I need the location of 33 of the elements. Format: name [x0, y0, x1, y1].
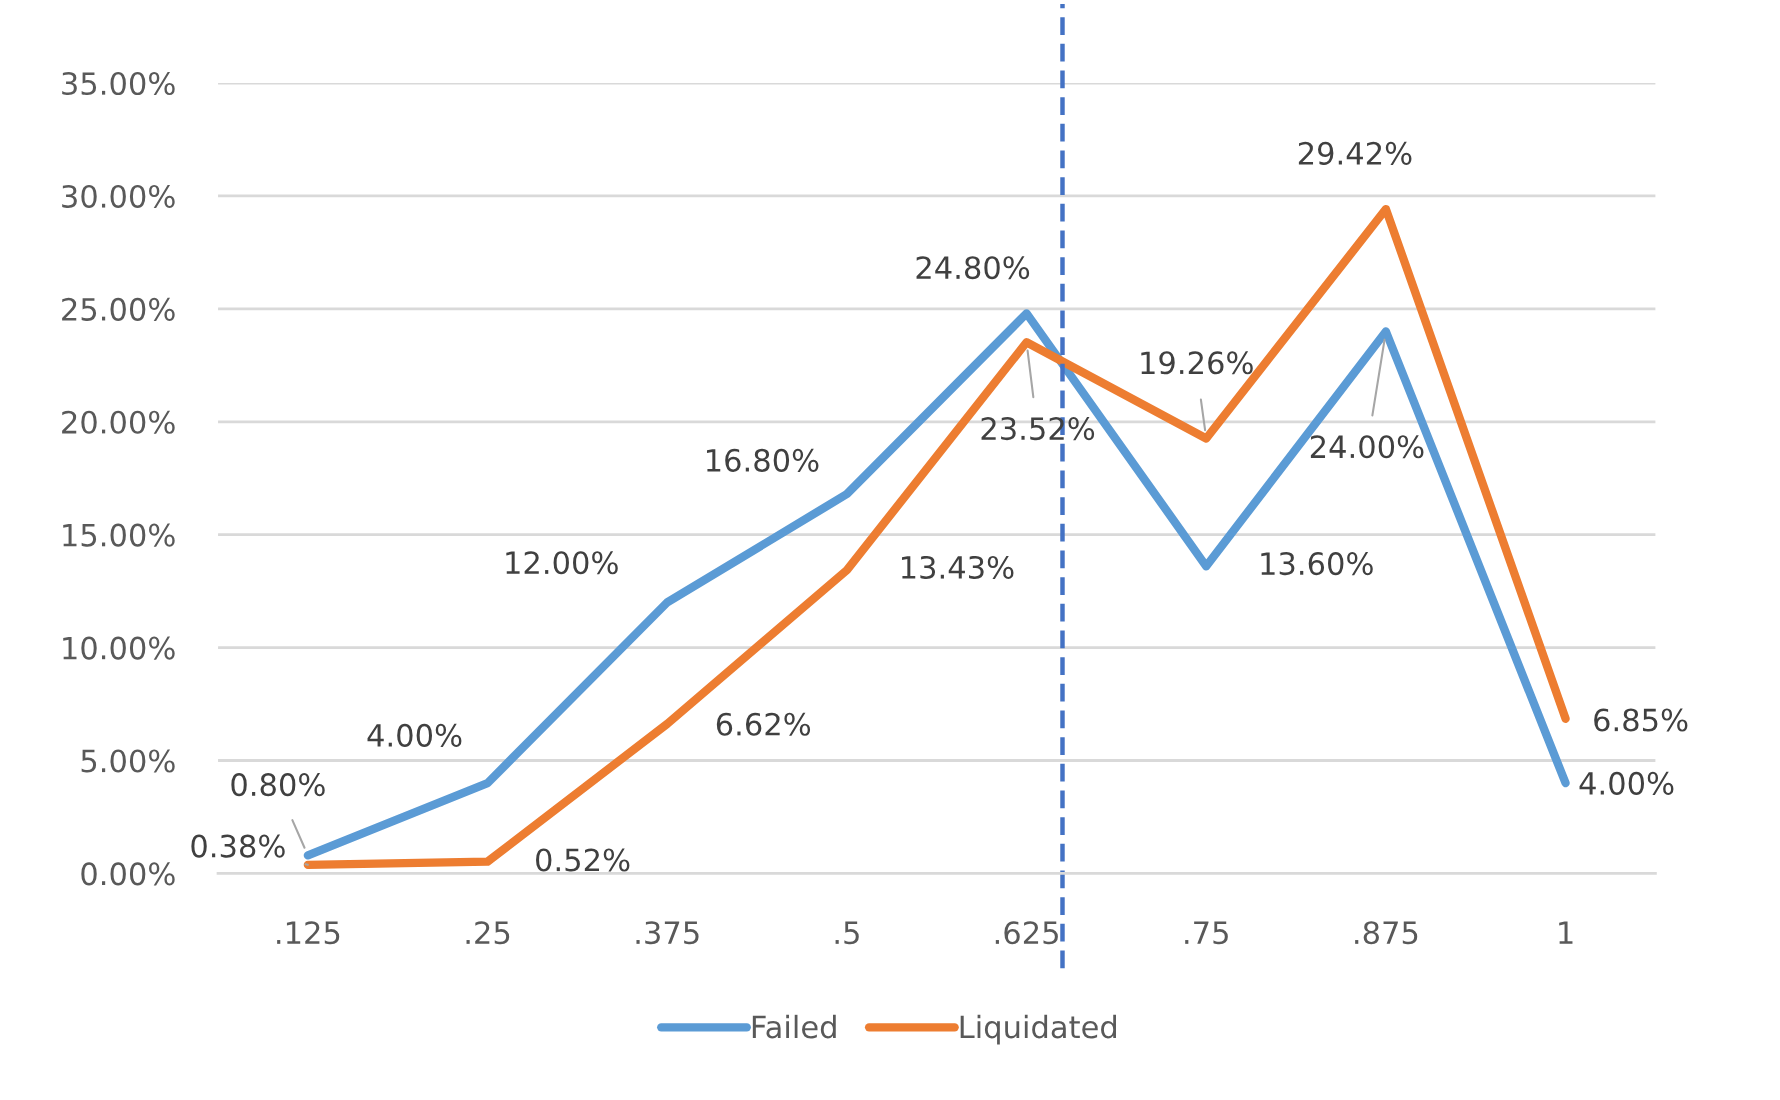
data-label: 12.00%	[506, 551, 618, 575]
legend-label: Liquidated	[960, 1014, 1116, 1045]
data-label: 0.38%	[191, 834, 285, 858]
data-label: 6.62%	[716, 712, 811, 736]
y-tick-label: 25.00%	[62, 297, 175, 321]
x-tick-label: .125	[277, 921, 340, 945]
y-tick-label: 20.00%	[62, 410, 175, 434]
data-label: 24.80%	[916, 256, 1030, 280]
y-tick-label: 15.00%	[63, 523, 175, 547]
x-tick-label: .5	[835, 921, 859, 945]
y-tick-label: 30.00%	[62, 184, 175, 208]
x-tick-label: .875	[1355, 921, 1418, 945]
data-label: 16.80%	[706, 448, 819, 472]
y-tick-label: 10.00%	[63, 636, 175, 660]
x-tick-label: .75	[1185, 921, 1228, 945]
data-label: 19.26%	[1141, 351, 1253, 375]
x-tick-label: .375	[636, 921, 699, 945]
data-label: 0.52%	[536, 848, 630, 872]
x-tick-label: .25	[466, 921, 510, 945]
data-label: 24.00%	[1310, 435, 1424, 459]
y-tick-label: 0.00%	[81, 862, 175, 886]
data-label: 0.80%	[231, 773, 325, 797]
data-label: 4.00%	[1579, 771, 1674, 795]
x-tick-label: 1	[1559, 921, 1573, 944]
data-label: 4.00%	[367, 723, 462, 747]
y-tick-label: 35.00%	[62, 71, 175, 96]
data-label: 13.43%	[901, 555, 1014, 579]
y-tick-label: 5.00%	[81, 749, 175, 773]
data-label: 6.85%	[1594, 708, 1688, 732]
data-label: 29.42%	[1298, 141, 1412, 165]
x-tick-label: .625	[995, 921, 1058, 945]
data-label: 13.60%	[1261, 552, 1373, 576]
legend-label: Failed	[752, 1014, 836, 1039]
